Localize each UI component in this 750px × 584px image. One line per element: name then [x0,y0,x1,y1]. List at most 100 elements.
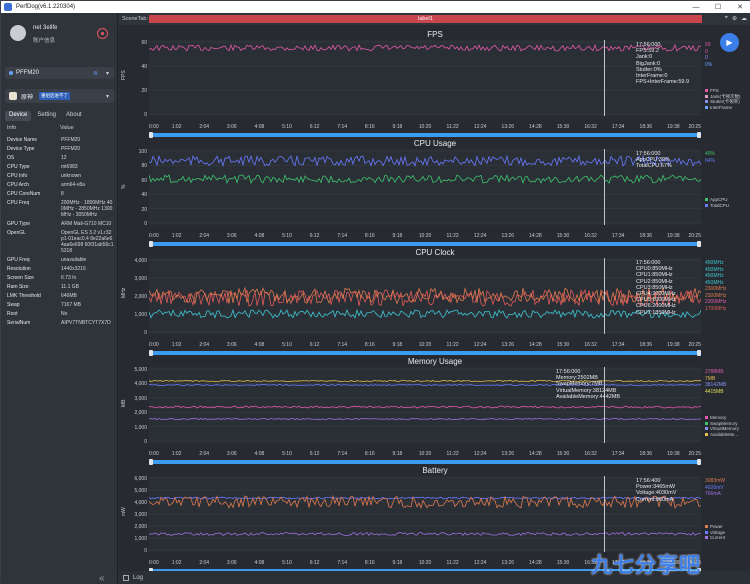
panel-memory-usage: Memory Usage 5,000 4,000 3,000 2,000 1,000 0 MB… [119,357,750,466]
legend-item[interactable]: Jank(卡顿次数) [705,94,750,100]
x-tick-label: 19:38 [667,451,680,457]
plot-area[interactable] [149,149,701,225]
current-values: 2788MB 7MB 38142MB 4415MB [705,369,750,395]
tooltip-line: CPU6:2000MHz [636,303,676,310]
minimize-button[interactable]: — [692,3,700,11]
y-tick-label: 2,000 [134,410,147,417]
time-range-scrollbar[interactable] [149,459,701,465]
x-axis: 0:00 1:02 2:04 3:06 4:08 5:10 6:12 7:14 8:16 9:18… [149,451,701,459]
x-tick-label: 17:34 [611,451,625,457]
y-axis-name: MB [121,399,127,408]
x-tick-label: 20:25 [688,451,701,457]
series-line [149,496,701,500]
tooltip-line: Power:3465mW [636,484,676,491]
plot-area[interactable] [149,40,701,116]
legend-item[interactable]: AvailableMe... [705,432,750,438]
legend-item[interactable]: Voltage [705,530,750,536]
legend-item[interactable]: Power [705,524,750,530]
x-tick-label: 5:10 [282,451,292,457]
time-cursor[interactable] [604,149,605,225]
x-tick-label: 11:22 [446,560,459,566]
play-button[interactable]: ▶ [720,33,739,52]
scene-track[interactable]: label1 [149,15,702,23]
legend-item[interactable]: TotalCPU [705,203,750,209]
cloud-icon[interactable]: ☁ [741,16,747,22]
device-select[interactable]: PFFM20 ≋ ▾ [5,67,114,79]
legend-item[interactable]: FPS [705,88,750,94]
collapse-sidebar-icon[interactable]: « [99,573,105,584]
sidebar: net 3elife 账户信息 PFFM20 ≋ ▾ 原神 重组后进不了 ▾ D… [1,13,118,584]
user-name: net 3elife [33,25,58,31]
account-info-link[interactable]: 账户信息 [33,38,56,44]
cursor-tooltip: 17:56:000 Memory:2502MB SwapMemory:7MB Virt… [556,369,620,400]
legend-item[interactable]: Stutter(卡顿率) [705,99,750,105]
y-tick-label: 100 [138,149,147,155]
legend-item[interactable]: VirtualMemory [705,426,750,432]
x-tick-label: 15:30 [556,233,570,239]
app-select[interactable]: 原神 重组后进不了 ▾ [5,89,114,103]
x-tick-label: 17:34 [611,233,625,239]
current-value: 0 [705,55,708,61]
maximize-button[interactable]: ☐ [714,4,722,11]
close-button[interactable]: ✕ [737,4,743,11]
current-value: 450MHz [705,279,724,286]
x-tick-label: 12:24 [473,560,487,566]
y-tick-label: 0 [144,330,147,336]
current-value: 450MHz [705,260,724,266]
tab-setting[interactable]: Setting [37,112,57,118]
tooltip-line: 17:56:000 [636,42,661,48]
tab-device[interactable]: Device [5,111,32,121]
pin-icon[interactable]: ⊕ [731,16,737,22]
tab-about[interactable]: About [66,112,82,118]
location-icon[interactable]: ⌖ [724,15,728,21]
time-range-scrollbar[interactable] [149,132,701,138]
info-row: Resolution 1440x3216 [5,264,114,273]
legend-item[interactable]: Memory [705,415,750,421]
time-cursor[interactable] [604,258,605,334]
x-tick-label: 9:18 [392,560,403,566]
x-tick-label: 4:08 [254,451,265,457]
y-tick-label: 60 [141,177,147,184]
x-tick-label: 18:36 [639,124,653,130]
time-cursor[interactable] [604,367,605,443]
y-tick-label: 60 [141,40,147,46]
x-tick-label: 1:02 [171,233,182,239]
time-cursor[interactable] [604,476,605,552]
legend-item[interactable]: Current [705,535,750,541]
legend-label: Stutter(卡顿率) [710,99,740,105]
series-line [149,379,701,383]
x-tick-label: 5:10 [282,560,292,566]
time-range-scrollbar[interactable] [149,350,701,356]
record-button[interactable] [97,28,108,39]
series-plot [149,259,701,333]
x-tick-label: 12:24 [473,451,487,457]
x-tick-label: 19:38 [667,342,680,348]
legend-label: TotalCPU [710,202,730,208]
plot-area[interactable] [149,367,701,443]
legend-item[interactable]: AppCPU [705,197,750,203]
x-tick-label: 4:08 [254,233,265,239]
info-header-key: Info [7,125,17,131]
x-tick-label: 5:10 [282,124,292,130]
x-tick-label: 9:18 [392,233,403,239]
avatar[interactable] [10,25,26,41]
legend-item[interactable]: InterFrame [705,105,750,111]
time-range-scrollbar[interactable] [149,241,701,247]
x-tick-label: 3:06 [226,124,237,130]
x-tick-label: 11:22 [446,124,459,130]
legend: FPS Jank(卡顿次数) Stutter(卡顿率) InterFrame [705,88,750,110]
legend-swatch [705,433,708,437]
x-axis: 0:00 1:02 2:04 3:06 4:08 5:10 6:12 7:14 8:16 9:18… [149,560,701,568]
info-key: Ram Size [7,283,29,290]
cursor-tooltip: 17:56:400 Power:3465mW Voltage:4030mV Curre… [636,478,676,503]
tooltip-line: Jank:0 [636,54,653,61]
x-tick-label: 13:26 [501,233,515,239]
x-tick-label: 6:12 [309,560,320,566]
info-value: ARM Mali-G710 MC10 [61,220,112,227]
log-checkbox[interactable] [123,574,129,581]
legend-item[interactable]: SwapMemory [705,421,750,427]
x-tick-label: 0:00 [149,233,159,239]
info-key: Device Name [7,136,38,143]
time-cursor[interactable] [604,40,605,116]
app-icon [4,3,12,11]
